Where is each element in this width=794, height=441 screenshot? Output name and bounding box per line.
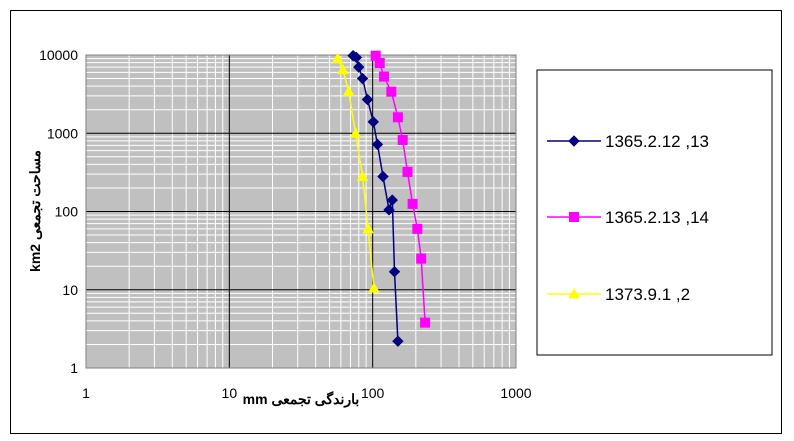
tick-layer: 1 10 100 1000 1 10 100 1000 10000 xyxy=(39,47,532,401)
triangle-marker xyxy=(331,52,344,64)
diamond-marker xyxy=(367,116,379,128)
x-tick-label: 10 xyxy=(222,385,238,401)
legend: 1365.2.12 ,13 1365.2.13 ,14 1373.9.1 ,2 xyxy=(547,132,709,304)
y-tick-label: 1 xyxy=(70,360,78,376)
legend-item: 1365.2.12 ,13 xyxy=(547,132,709,151)
series-triangle xyxy=(331,52,380,293)
series-diamond xyxy=(347,49,404,347)
diamond-marker xyxy=(371,138,384,151)
x-tick-label: 1 xyxy=(82,385,90,401)
diamond-marker xyxy=(383,204,395,216)
triangle-marker xyxy=(568,287,580,299)
legend-label: 1373.9.1 ,2 xyxy=(605,285,690,304)
triangle-marker xyxy=(356,170,369,182)
triangle-marker xyxy=(349,127,362,138)
legend-label: 1365.2.12 ,13 xyxy=(605,132,709,151)
diamond-marker xyxy=(353,61,365,73)
series-square xyxy=(370,50,431,328)
y-tick-label: 1000 xyxy=(47,125,78,141)
square-marker xyxy=(397,134,408,145)
triangle-marker xyxy=(337,63,349,75)
legend-item: 1365.2.13 ,14 xyxy=(547,208,709,227)
x-tick-label: 1000 xyxy=(500,385,531,401)
plot-border xyxy=(85,54,517,369)
x-tick-label: 100 xyxy=(361,385,385,401)
square-marker xyxy=(386,86,397,97)
diamond-marker xyxy=(392,335,404,347)
square-marker xyxy=(412,223,423,234)
diamond-marker xyxy=(350,51,363,64)
diamond-marker xyxy=(386,194,398,206)
triangle-marker xyxy=(368,282,380,293)
diamond-marker xyxy=(361,93,374,106)
square-marker xyxy=(407,198,418,209)
square-marker xyxy=(420,317,431,328)
diamond-marker xyxy=(568,135,580,147)
y-tick-label: 10000 xyxy=(39,47,78,63)
square-marker xyxy=(392,112,403,123)
square-marker xyxy=(374,58,385,69)
square-marker xyxy=(402,166,413,177)
square-marker xyxy=(379,71,390,82)
square-marker xyxy=(569,212,579,222)
y-tick-label: 10 xyxy=(62,282,78,298)
triangle-marker xyxy=(362,222,374,234)
square-marker xyxy=(416,253,427,264)
diamond-marker xyxy=(377,170,389,183)
legend-label: 1365.2.13 ,14 xyxy=(605,208,709,227)
diamond-marker xyxy=(356,72,369,85)
series-layer xyxy=(331,49,431,347)
triangle-marker xyxy=(342,85,355,97)
x-axis-title: بارندگی تجمعی mm xyxy=(243,391,360,408)
y-tick-label: 100 xyxy=(55,204,79,220)
y-axis-title: مساحت تجمعی km2 xyxy=(27,150,43,272)
diamond-marker xyxy=(388,266,401,278)
legend-item: 1373.9.1 ,2 xyxy=(547,285,690,304)
